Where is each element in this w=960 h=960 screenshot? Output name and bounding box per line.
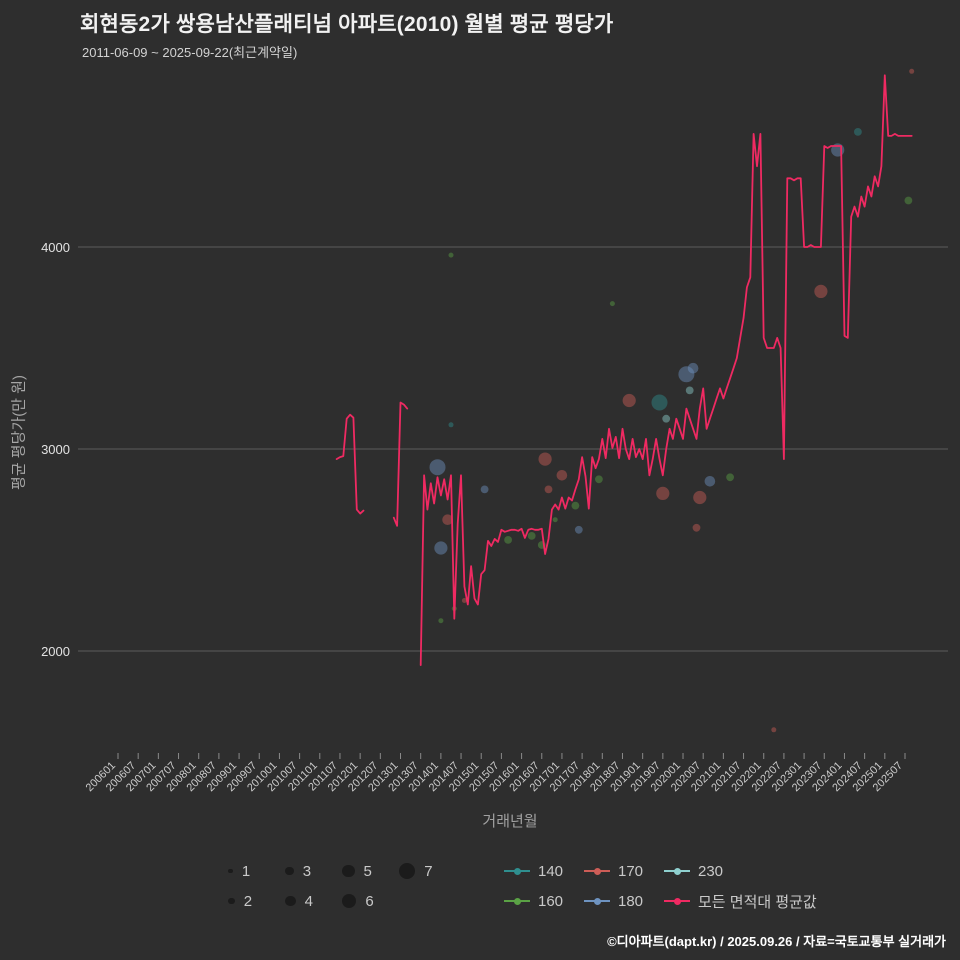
x-axis-title: 거래년월 <box>482 813 538 830</box>
y-tick-label: 4000 <box>41 240 70 255</box>
legend-series-item-170: 170 <box>584 860 664 882</box>
scatter-point-180 <box>574 525 583 534</box>
scatter-point-160 <box>527 532 536 540</box>
footer-credit: ©디아파트(dapt.kr) / 2025.09.26 / 자료=국토교통부 실… <box>607 934 946 949</box>
legend-size-item-4: 4 <box>285 890 342 912</box>
legend-size-dot <box>285 895 296 907</box>
scatter-point-160 <box>609 301 615 307</box>
scatter-point-160 <box>904 196 913 205</box>
legend-size-label: 4 <box>304 892 313 910</box>
scatter-point-170 <box>538 452 552 466</box>
scatter-point-230 <box>662 414 671 423</box>
legend-size-dot <box>228 897 235 905</box>
y-axis-title: 평균 평당가(만 원) <box>10 375 28 490</box>
scatter-point-170 <box>909 68 915 74</box>
scatter-point-230 <box>685 386 694 395</box>
scatter-point-140 <box>448 422 454 428</box>
scatter-point-170 <box>461 598 467 603</box>
legend-size-dot <box>285 866 294 876</box>
chart-canvas: 2000300040002006012006072007012007072008… <box>41 68 948 794</box>
legend-bubble-sizes: 1 3 5 7 2 4 6 <box>228 860 456 912</box>
legend-series-marker-icon <box>664 867 690 876</box>
scatter-point-180 <box>704 476 716 487</box>
legend-size-item-2: 2 <box>228 890 285 912</box>
scatter-point-170 <box>693 490 707 505</box>
scatter-point-170 <box>656 486 670 500</box>
scatter-point-180 <box>434 541 448 555</box>
legend-series-label: 230 <box>698 862 724 880</box>
scatter-point-170 <box>556 470 568 481</box>
legend-size-label: 2 <box>243 892 253 910</box>
legend-series-marker-icon <box>584 897 610 906</box>
scatter-point-160 <box>595 475 603 484</box>
scatter-point-180 <box>687 362 699 374</box>
scatter-point-180 <box>429 459 446 476</box>
chart-title: 회현동2가 쌍용남산플래티넘 아파트(2010) 월별 평균 평당가 <box>80 13 614 36</box>
y-tick-label: 3000 <box>41 442 70 457</box>
scatter-point-140 <box>854 127 862 136</box>
scatter-point-170 <box>544 485 553 494</box>
scatter-point-160 <box>726 473 734 482</box>
scatter-point-180 <box>480 485 489 494</box>
legend-size-label: 5 <box>363 862 372 880</box>
legend-series-label: 180 <box>618 892 644 910</box>
scatter-point-160 <box>448 252 454 258</box>
chart-legend: 1 3 5 7 2 4 6 140 170 230 160 180 모든 면적대 평균값 <box>228 860 817 912</box>
scatter-point-140 <box>651 394 668 411</box>
avg-price-line <box>335 413 365 515</box>
legend-size-dot <box>342 893 357 909</box>
legend-size-item-3: 3 <box>285 860 342 882</box>
legend-series-marker-icon <box>584 867 610 876</box>
avg-price-line <box>419 74 913 666</box>
y-tick-label: 2000 <box>41 644 70 659</box>
legend-series-label: 140 <box>538 862 564 880</box>
legend-size-dot <box>399 862 416 880</box>
avg-price-line <box>392 401 409 527</box>
legend-series-item-모든 면적대 평균값: 모든 면적대 평균값 <box>664 890 817 912</box>
scatter-point-170 <box>442 514 453 525</box>
legend-series-item-140: 140 <box>504 860 584 882</box>
legend-series-marker-icon <box>504 897 530 906</box>
legend-size-item-5: 5 <box>342 860 399 882</box>
legend-series-item-230: 230 <box>664 860 817 882</box>
scatter-point-180 <box>678 366 695 383</box>
legend-size-label: 3 <box>302 862 312 880</box>
legend-series-item-180: 180 <box>584 890 664 912</box>
scatter-point-170 <box>692 523 701 532</box>
scatter-point-160 <box>504 536 512 544</box>
legend-size-dot <box>342 864 355 878</box>
legend-series-label: 모든 면적대 평균값 <box>698 893 817 911</box>
scatter-point-170 <box>814 284 828 298</box>
legend-size-label: 1 <box>241 862 251 880</box>
scatter-point-160 <box>552 517 558 523</box>
legend-series-list: 140 170 230 160 180 모든 면적대 평균값 <box>504 860 817 912</box>
legend-size-item-1: 1 <box>228 860 285 882</box>
legend-size-dot <box>228 868 233 874</box>
scatter-point-160 <box>571 501 580 510</box>
legend-series-item-160: 160 <box>504 890 584 912</box>
legend-size-item-7: 7 <box>399 860 456 882</box>
chart-subtitle: 2011-06-09 ~ 2025-09-22(최근계약일) <box>82 45 298 60</box>
legend-series-label: 170 <box>618 862 644 880</box>
legend-series-marker-icon <box>504 867 530 876</box>
scatter-point-160 <box>438 618 444 624</box>
legend-size-label: 7 <box>424 862 433 880</box>
legend-series-label: 160 <box>538 892 564 910</box>
legend-size-item-6: 6 <box>342 890 399 912</box>
legend-series-marker-icon <box>664 897 690 906</box>
legend-size-label: 6 <box>365 892 374 910</box>
scatter-point-170 <box>771 727 777 733</box>
scatter-point-170 <box>622 393 636 408</box>
